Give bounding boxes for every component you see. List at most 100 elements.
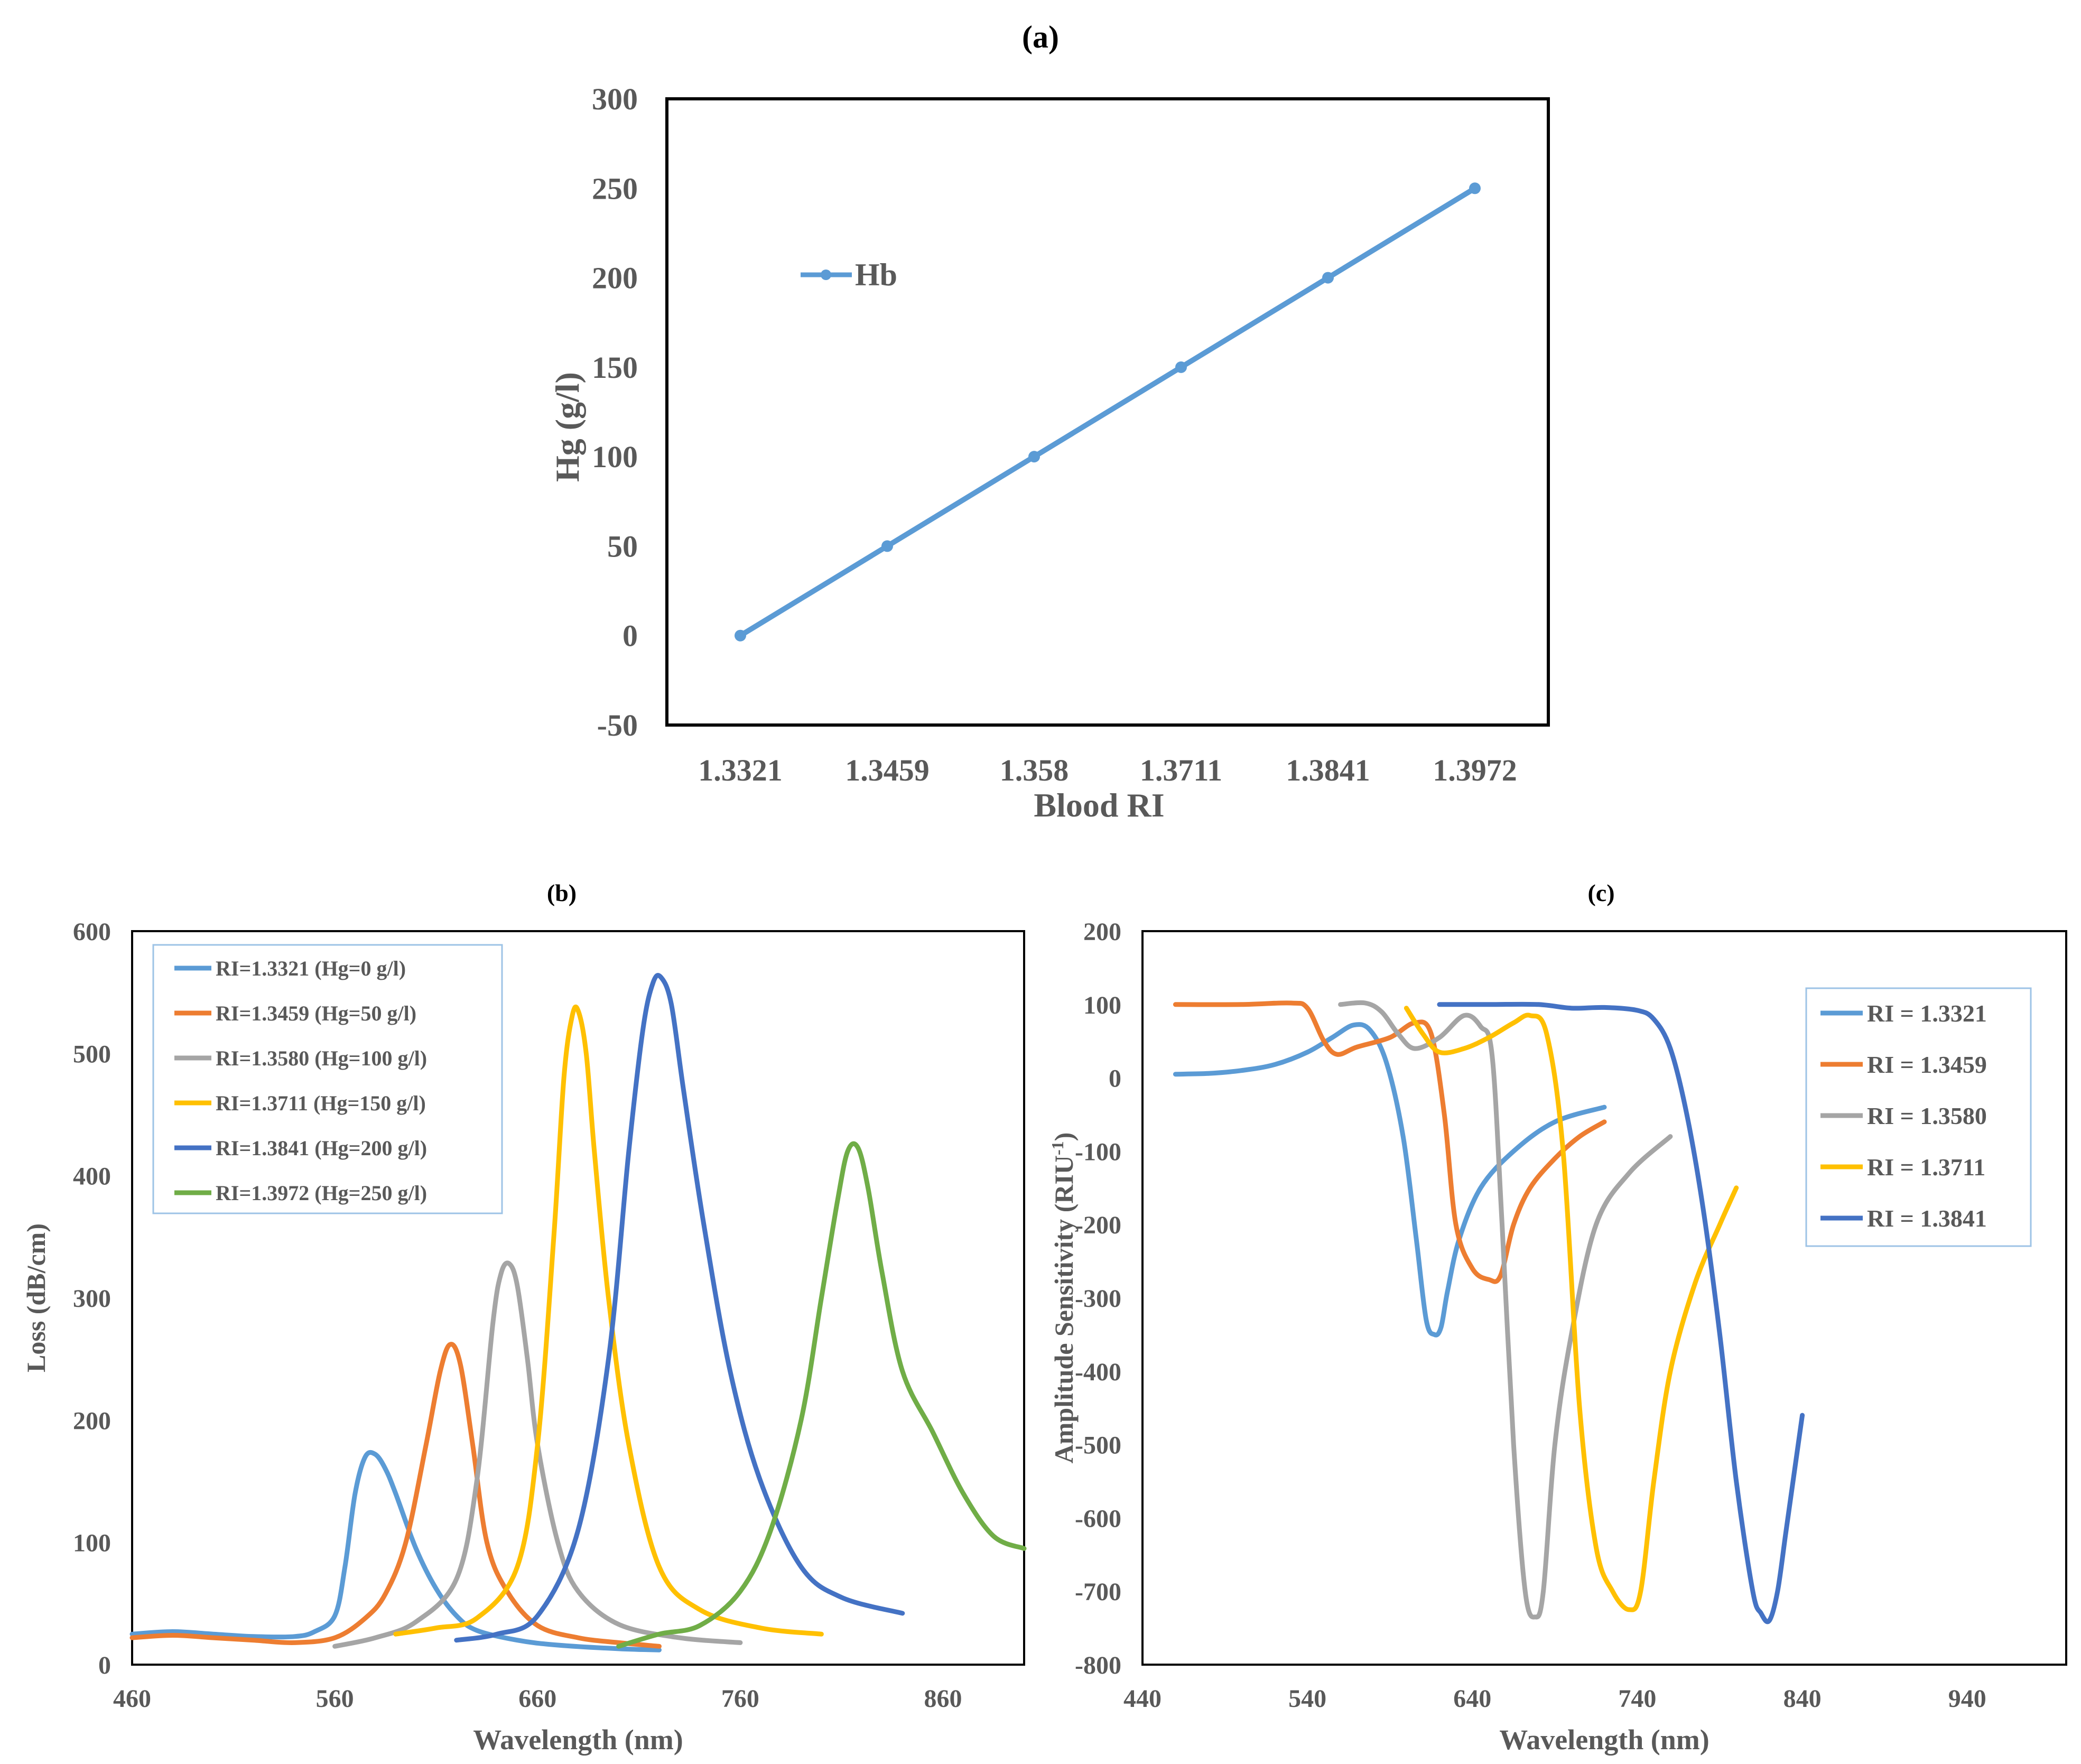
panel-b-y-axis-label: Loss (dB/cm)	[21, 1223, 51, 1372]
panel-a-x-tick-label: 1.358	[1000, 753, 1069, 787]
panel-b-y-tick-label: 400	[73, 1163, 111, 1191]
panel-a-y-tick-label: -50	[597, 708, 638, 742]
legend-label-ri-1-3321-hg-0-g-l: RI=1.3321 (Hg=0 g/l)	[216, 957, 406, 980]
series-line-ri-1-3321-hg-0-g-l	[129, 1450, 662, 1652]
panel-b-series	[129, 973, 1027, 1652]
panel-c-x-tick-label: 440	[1123, 1685, 1162, 1713]
legend-label-ri-1-3459-hg-50-g-l: RI=1.3459 (Hg=50 g/l)	[216, 1001, 416, 1025]
panel-b-chart: (b) Loss (dB/cm) Wavelength (nm) 0 100 200…	[21, 879, 1027, 1756]
panel-b-y-tick-label: 600	[73, 918, 111, 946]
panel-c-y-tick-label: -400	[1075, 1358, 1121, 1386]
legend-marker-hb	[821, 270, 831, 280]
panel-a-series	[735, 182, 1481, 642]
panel-c-legend: RI = 1.3321 RI = 1.3459 RI = 1.3580 RI = 1.…	[1805, 987, 2032, 1247]
panel-a-x-tick-label: 1.3972	[1433, 753, 1517, 787]
panel-a-y-axis-label: Hg (g/l)	[549, 372, 586, 482]
panel-b-x-tick-label: 660	[518, 1685, 556, 1713]
data-point-hb	[1175, 361, 1187, 373]
panel-c-y-axis-label-end: )	[1049, 1132, 1079, 1141]
series-line-ri-1-3321	[1173, 1022, 1607, 1338]
panel-a-x-tick-label: 1.3711	[1140, 753, 1222, 787]
series-line-ri-1-3972-hg-250-g-l	[616, 1141, 1027, 1649]
panel-a-y-tick-label: 50	[607, 529, 638, 563]
panel-a-x-ticks: 1.3321 1.3459 1.358 1.3711 1.3841 1.3972	[698, 753, 1517, 787]
panel-a-x-tick-label: 1.3321	[698, 753, 783, 787]
series-line-ri-1-3711-hg-150-g-l	[393, 1004, 824, 1637]
panel-a-y-ticks: -50 0 50 100 150 200 250 300	[592, 82, 638, 742]
panel-b-x-tick-label: 460	[113, 1685, 151, 1713]
series-line-ri-1-3580-hg-100-g-l	[332, 1260, 743, 1649]
panel-c-x-ticks: 440 540 640 740 840 940	[1123, 1685, 1986, 1713]
legend-label-ri-1-3580: RI = 1.3580	[1867, 1102, 1987, 1129]
panel-c-series	[1173, 1000, 1805, 1624]
legend-label-ri-1-3841: RI = 1.3841	[1867, 1205, 1987, 1232]
legend-label-ri-1-3321: RI = 1.3321	[1867, 1000, 1987, 1027]
panel-c-y-tick-label: -700	[1075, 1578, 1121, 1606]
panel-c-x-tick-label: 740	[1618, 1685, 1656, 1713]
panel-c-chart: (c) Amplitude Sensitivity (RIU-1) Wavele…	[1048, 879, 2067, 1756]
panel-c-x-tick-label: 640	[1453, 1685, 1491, 1713]
panel-b-y-tick-label: 0	[98, 1651, 111, 1679]
data-point-hb	[1028, 451, 1040, 463]
panel-b-label: (b)	[547, 879, 577, 906]
panel-a-x-tick-label: 1.3841	[1286, 753, 1370, 787]
panel-c-x-axis-label: Wavelength (nm)	[1499, 1724, 1710, 1756]
panel-c-y-tick-label: -800	[1075, 1651, 1121, 1679]
legend-label-ri-1-3580-hg-100-g-l: RI=1.3580 (Hg=100 g/l)	[216, 1046, 427, 1070]
panel-b-y-tick-label: 200	[73, 1407, 111, 1435]
panel-a-y-tick-label: 300	[592, 82, 638, 116]
panel-c-y-tick-label: -100	[1075, 1138, 1121, 1166]
panel-b-y-ticks: 0 100 200 300 400 500 600	[73, 918, 111, 1679]
panel-c-x-tick-label: 940	[1948, 1685, 1986, 1713]
panel-b-x-tick-label: 560	[316, 1685, 354, 1713]
panel-c-y-tick-label: 200	[1083, 918, 1121, 946]
panel-a-y-tick-label: 200	[592, 261, 638, 295]
panel-c-y-tick-label: -300	[1075, 1285, 1121, 1313]
legend-label-hb: Hb	[855, 257, 897, 292]
panel-c-x-tick-label: 840	[1783, 1685, 1822, 1713]
legend-label-ri-1-3972-hg-250-g-l: RI=1.3972 (Hg=250 g/l)	[216, 1181, 427, 1205]
panel-c-y-tick-label: -200	[1075, 1211, 1121, 1239]
panel-c-label: (c)	[1587, 879, 1614, 906]
panel-c-y-ticks: -800 -700 -600 -500 -400 -300 -200 -100 0 100 200	[1075, 918, 1121, 1679]
panel-a-label: (a)	[1022, 20, 1059, 54]
panel-b-y-tick-label: 500	[73, 1040, 111, 1068]
series-line-ri-1-3841-hg-200-g-l	[454, 973, 905, 1643]
panel-b-x-tick-label: 760	[721, 1685, 759, 1713]
series-line-hb	[739, 186, 1476, 638]
series-line-ri-1-3711	[1404, 1006, 1739, 1612]
panel-b-x-ticks: 460 560 660 760 860	[113, 1685, 962, 1713]
panel-c-y-axis-label: Amplitude Sensitivity (RIU-1)	[1048, 1132, 1079, 1464]
legend-label-ri-1-3711-hg-150-g-l: RI=1.3711 (Hg=150 g/l)	[216, 1091, 426, 1115]
series-line-ri-1-3459	[1173, 1000, 1607, 1284]
legend-label-ri-1-3841-hg-200-g-l: RI=1.3841 (Hg=200 g/l)	[216, 1136, 427, 1160]
data-point-hb	[881, 540, 893, 552]
legend-label-ri-1-3459: RI = 1.3459	[1867, 1051, 1987, 1078]
series-line-ri-1-3841	[1437, 1001, 1805, 1624]
panel-c-y-tick-label: -500	[1075, 1432, 1121, 1460]
panel-c-y-tick-label: 0	[1109, 1065, 1121, 1093]
data-point-hb	[735, 629, 746, 642]
data-point-hb	[1469, 182, 1481, 194]
series-line-ri-1-3459-hg-50-g-l	[129, 1342, 662, 1649]
panel-c-y-tick-label: -600	[1075, 1505, 1121, 1533]
panel-b-legend-box	[152, 944, 503, 1214]
panel-a-chart: (a) Hg (g/l) Blood RI -50 0 50 100 150 200 250…	[549, 20, 1550, 824]
panel-c-y-axis-label-main: Amplitude Sensitivity (RIU	[1049, 1155, 1079, 1463]
panel-a-y-tick-label: 150	[592, 350, 638, 385]
panel-b-x-axis-label: Wavelength (nm)	[473, 1724, 683, 1756]
panel-c-x-tick-label: 540	[1288, 1685, 1326, 1713]
panel-a-x-axis-label: Blood RI	[1034, 786, 1164, 824]
data-point-hb	[1322, 272, 1334, 284]
panel-b-y-tick-label: 300	[73, 1285, 111, 1313]
panel-a-y-tick-label: 100	[592, 440, 638, 474]
panel-b-legend: RI=1.3321 (Hg=0 g/l) RI=1.3459 (Hg=50 g/l…	[152, 944, 503, 1214]
legend-label-ri-1-3711: RI = 1.3711	[1867, 1154, 1985, 1181]
panel-a-legend: Hb	[801, 257, 897, 292]
panel-a-y-tick-label: 0	[623, 619, 638, 653]
panel-c-y-axis-label-sup: -1	[1048, 1141, 1067, 1155]
panel-b-x-tick-label: 860	[924, 1685, 962, 1713]
panel-a-x-tick-label: 1.3459	[845, 753, 930, 787]
panel-a-y-tick-label: 250	[592, 171, 638, 206]
